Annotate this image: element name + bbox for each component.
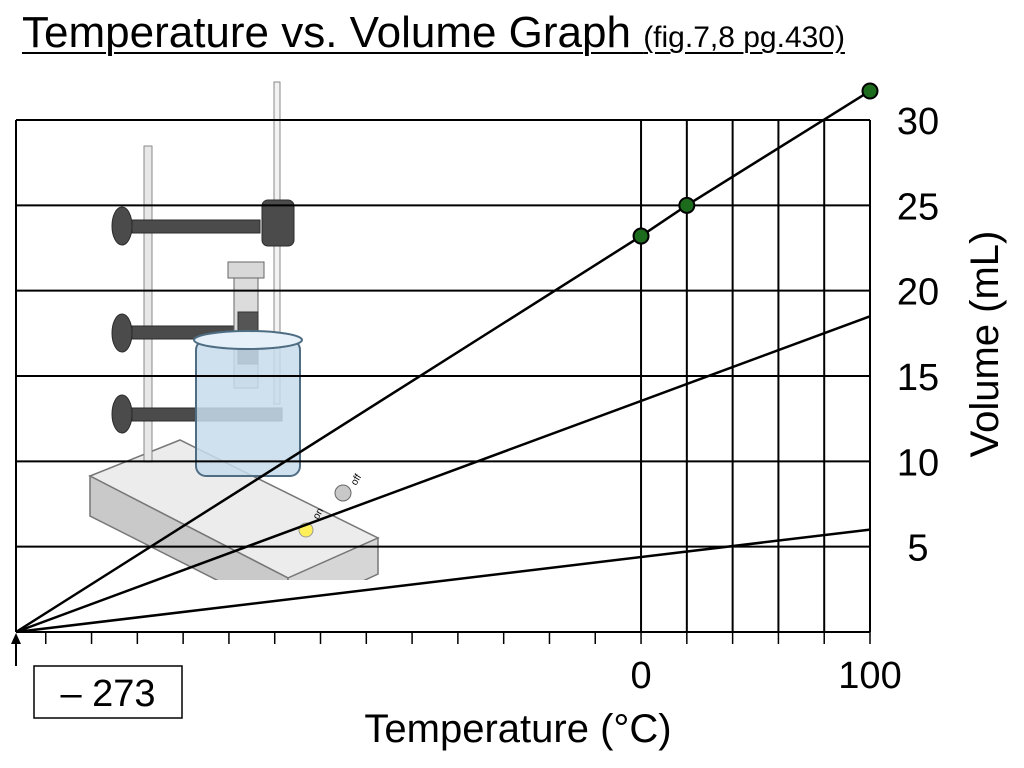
data-point xyxy=(861,82,879,100)
annotation-box xyxy=(33,665,183,719)
switch-off-label: off xyxy=(349,472,364,487)
data-point xyxy=(632,227,650,245)
series-line-1 xyxy=(15,89,871,634)
x-tick-label: 0 xyxy=(630,655,651,697)
y-tick-label: 15 xyxy=(897,357,939,399)
data-point xyxy=(678,196,696,214)
x-tick-label: 100 xyxy=(838,655,901,697)
x-axis-title: Temperature (°C) xyxy=(364,707,671,751)
y-tick-label: 10 xyxy=(897,442,939,484)
annotation-label: – 273 xyxy=(60,673,155,715)
series-line-3 xyxy=(15,528,871,634)
y-tick-label: 25 xyxy=(897,186,939,228)
lab-apparatus-illustration: on off xyxy=(88,81,380,580)
y-tick-label: 5 xyxy=(907,528,928,570)
hot-plate: on off xyxy=(88,439,380,580)
series-line-2 xyxy=(15,315,871,634)
page-title: Temperature vs. Volume Graph (fig.7,8 pg… xyxy=(22,6,845,65)
title-main: Temperature vs. Volume Graph xyxy=(22,8,631,57)
annotation-arrow-head xyxy=(11,633,21,644)
y-axis-title: Volume (mL) xyxy=(963,231,1007,458)
y-tick-label: 30 xyxy=(897,101,939,143)
beaker xyxy=(193,330,303,477)
title-subtitle: (fig.7,8 pg.430) xyxy=(643,21,845,54)
y-tick-label: 20 xyxy=(897,272,939,314)
